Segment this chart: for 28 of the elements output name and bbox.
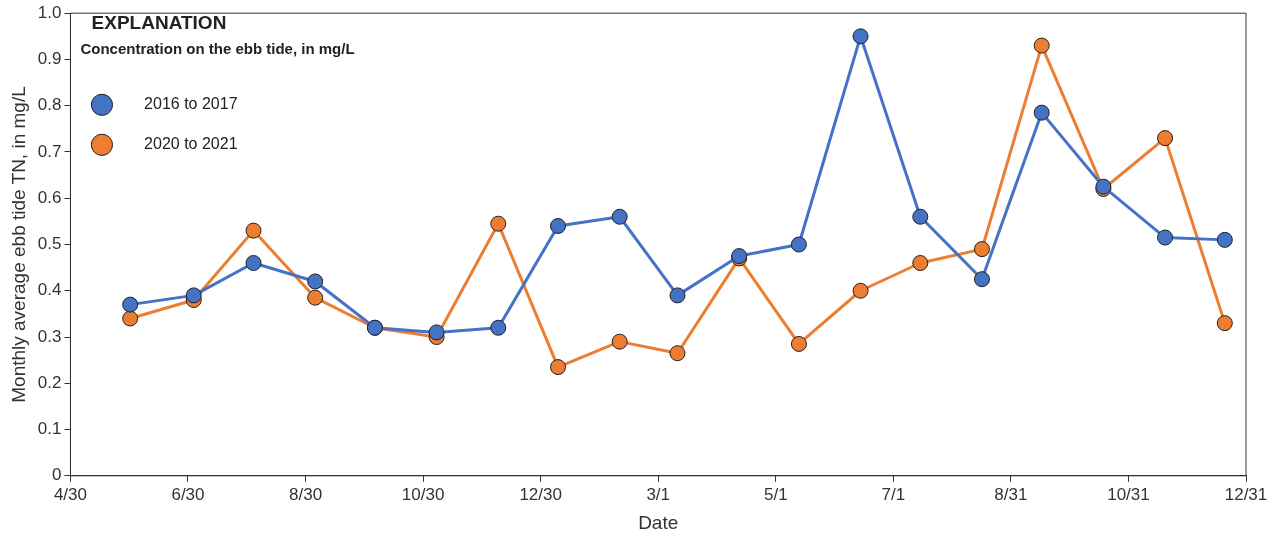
y-tick-label: 1.0 [37,2,62,22]
x-axis-title: Date [638,511,679,533]
y-tick-label: 0.4 [37,280,62,300]
legend-label: 2016 to 2017 [117,95,238,113]
y-tick-label: 0 [51,465,62,485]
legend-title: EXPLANATION [91,11,227,33]
x-tick-label: 12/30 [519,484,562,504]
x-tick-label: 8/30 [289,484,323,504]
y-tick-label: 0.1 [37,419,62,439]
annotation: Concentration on the ebb tide, in mg/L [80,40,355,57]
x-tick-label: 3/1 [646,484,671,504]
x-tick-label: 10/31 [1107,484,1150,504]
x-tick-label: 6/30 [171,484,205,504]
x-tick-label: 5/1 [763,484,788,504]
y-tick-label: 0.3 [37,326,62,346]
x-tick-label: 12/31 [1224,484,1268,504]
y-tick-label: 0.8 [37,95,62,115]
legend-label: 2020 to 2021 [117,135,238,153]
y-tick-label: 0.5 [37,234,62,254]
x-tick-label: 7/1 [881,484,906,504]
y-tick-label: 0.6 [37,187,62,207]
y-axis-title: Monthly average ebb tide TN, in mg/L [7,86,29,403]
x-tick-label: 8/31 [994,484,1028,504]
x-tick-label: 10/30 [401,484,445,504]
y-tick-label: 0.2 [37,372,62,392]
x-tick-label: 4/30 [53,484,87,504]
y-tick-label: 0.9 [37,49,62,69]
y-tick-label: 0.7 [37,141,62,161]
